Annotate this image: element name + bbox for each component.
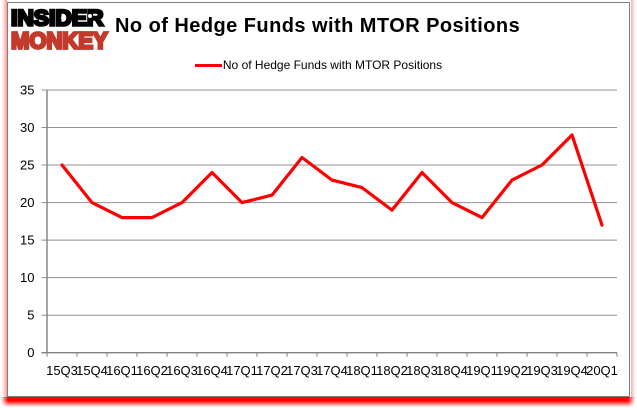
svg-text:20Q1: 20Q1 (586, 363, 618, 378)
svg-text:17Q2: 17Q2 (256, 363, 288, 378)
svg-text:16Q3: 16Q3 (166, 363, 198, 378)
svg-text:30: 30 (20, 120, 34, 135)
svg-text:19Q4: 19Q4 (556, 363, 588, 378)
svg-text:15Q4: 15Q4 (76, 363, 108, 378)
svg-text:16Q4: 16Q4 (196, 363, 228, 378)
svg-text:16Q1: 16Q1 (106, 363, 138, 378)
svg-text:18Q2: 18Q2 (376, 363, 408, 378)
svg-text:18Q4: 18Q4 (436, 363, 468, 378)
svg-text:16Q2: 16Q2 (136, 363, 168, 378)
svg-text:19Q1: 19Q1 (466, 363, 498, 378)
svg-text:18Q1: 18Q1 (346, 363, 378, 378)
svg-text:17Q4: 17Q4 (316, 363, 348, 378)
svg-text:17Q3: 17Q3 (286, 363, 318, 378)
svg-text:15: 15 (20, 233, 34, 248)
svg-text:5: 5 (27, 308, 34, 323)
svg-text:20: 20 (20, 195, 34, 210)
svg-text:19Q3: 19Q3 (526, 363, 558, 378)
svg-text:10: 10 (20, 270, 34, 285)
svg-text:0: 0 (27, 345, 34, 360)
svg-text:17Q1: 17Q1 (226, 363, 258, 378)
svg-text:19Q2: 19Q2 (496, 363, 528, 378)
svg-text:18Q3: 18Q3 (406, 363, 438, 378)
svg-text:35: 35 (20, 83, 34, 98)
svg-text:25: 25 (20, 158, 34, 173)
svg-text:15Q3: 15Q3 (46, 363, 78, 378)
